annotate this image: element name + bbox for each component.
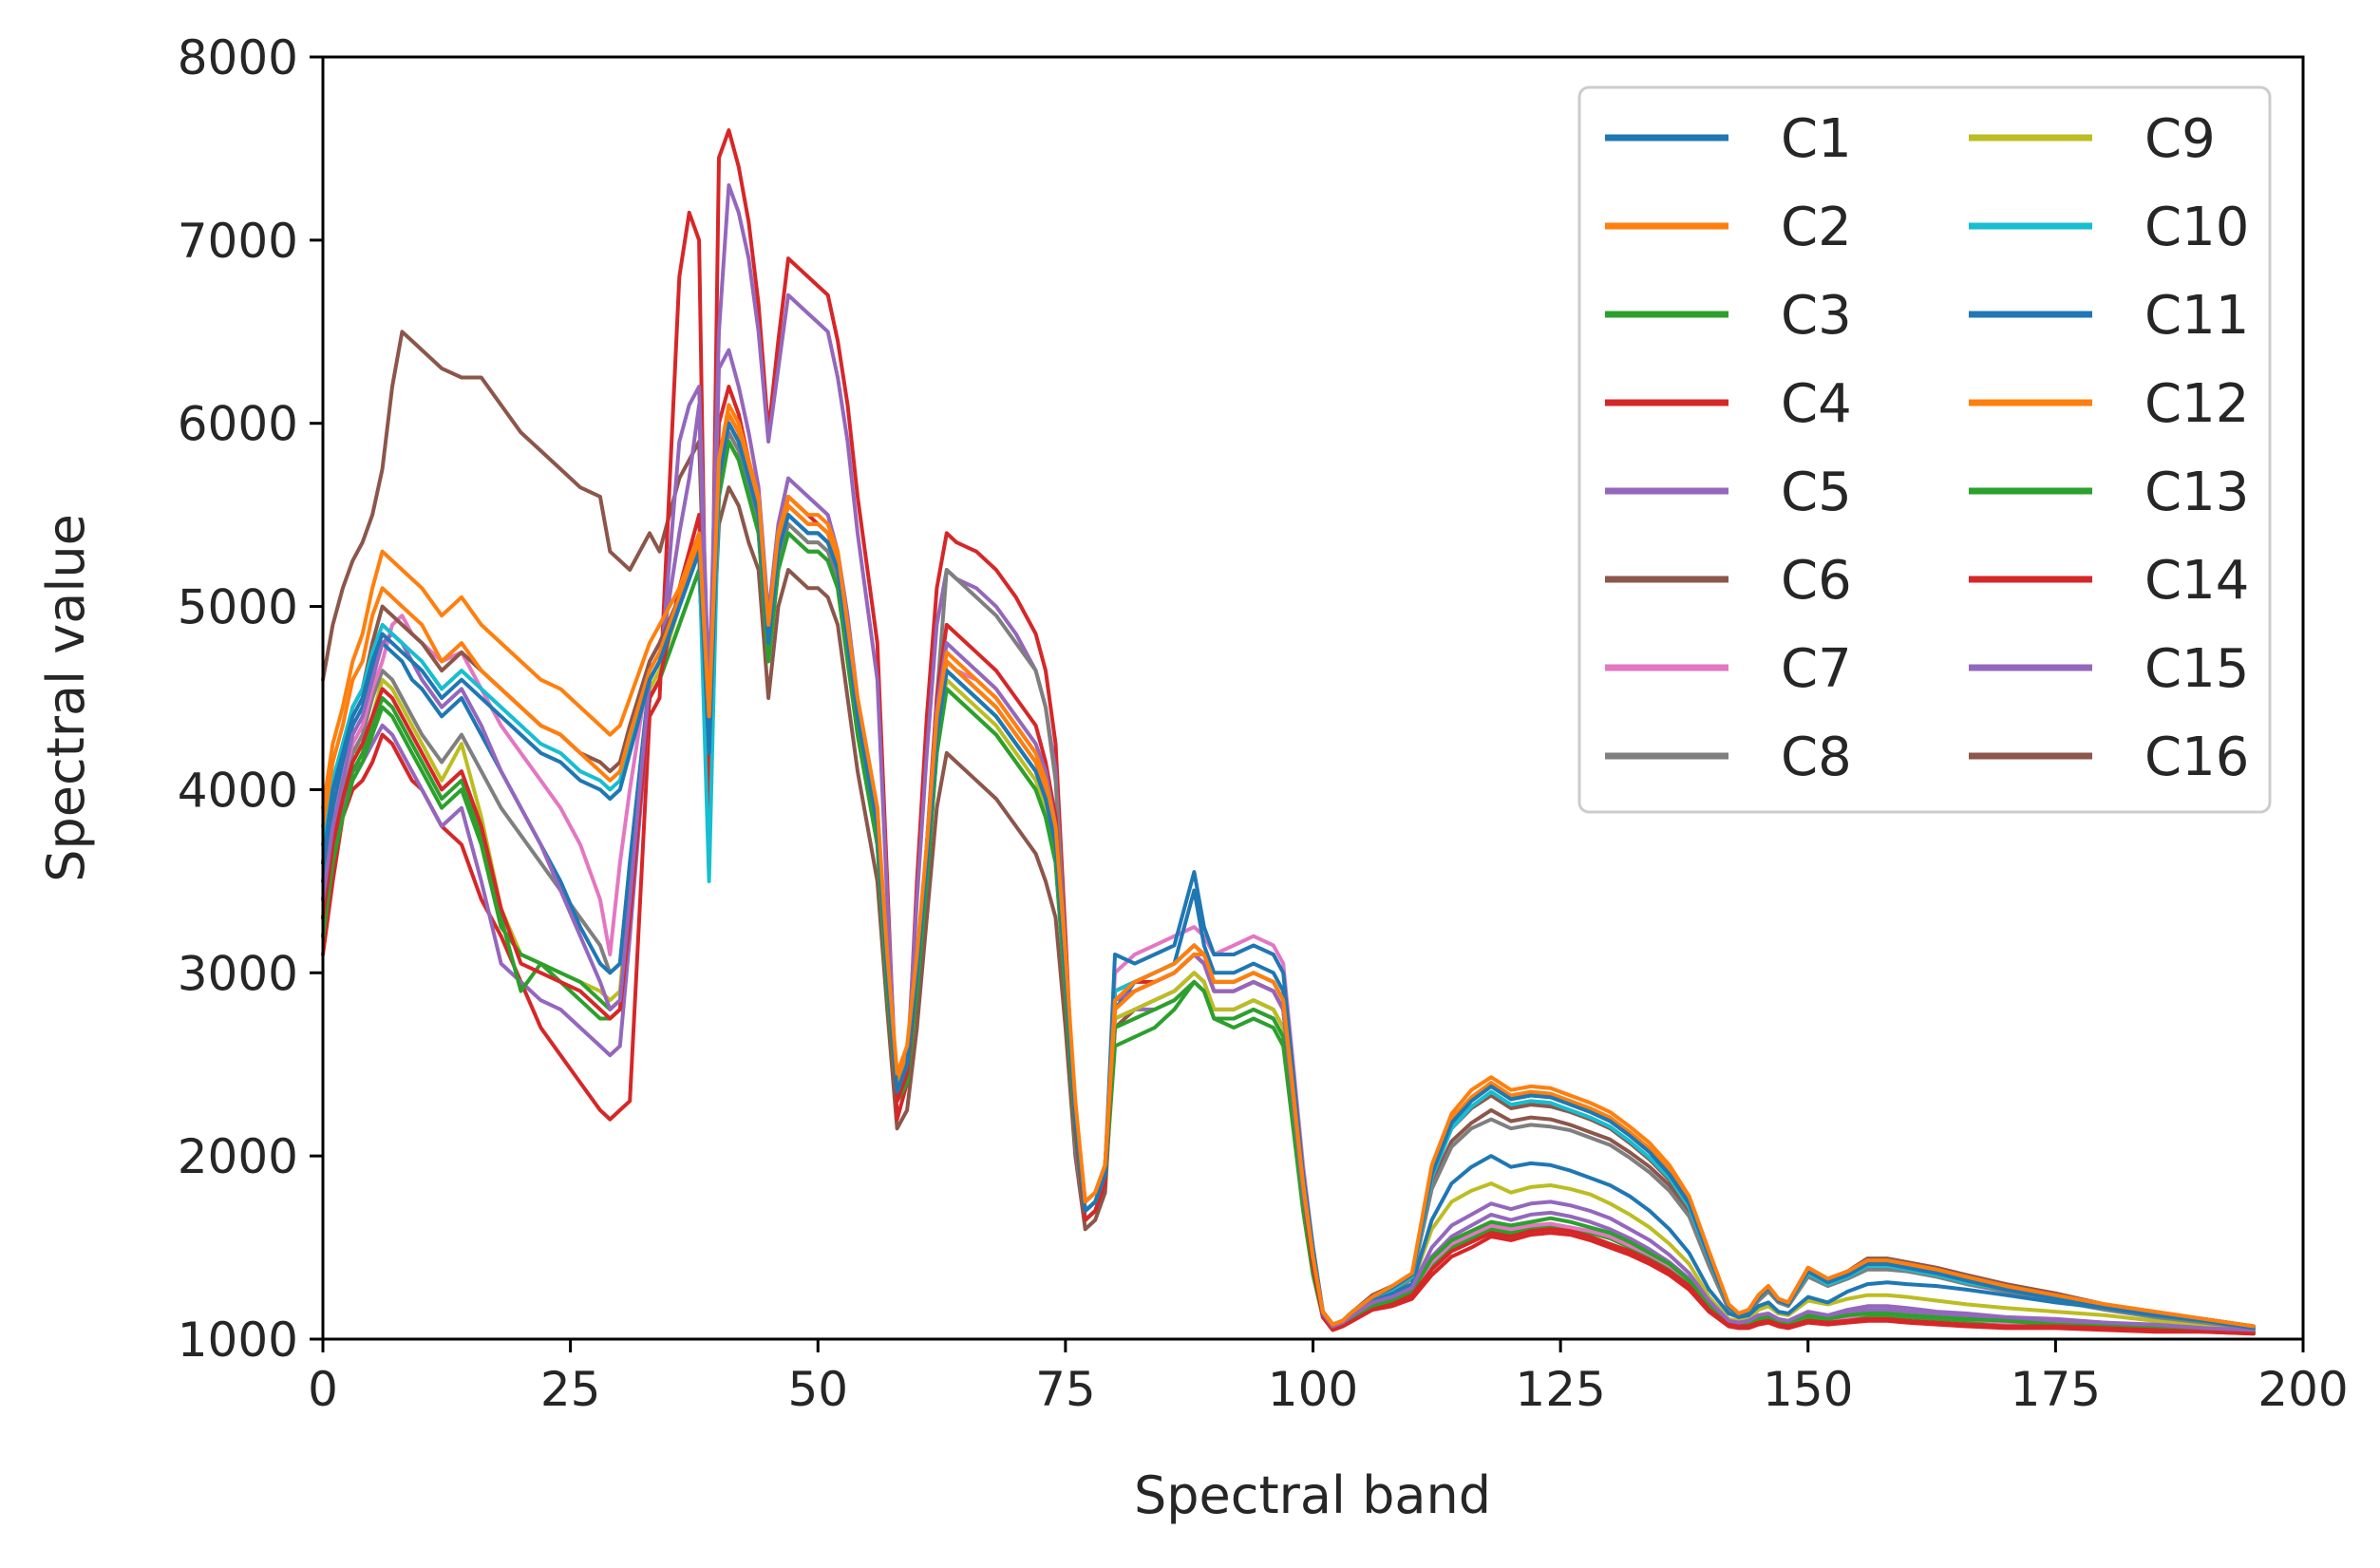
legend-label-c2: C2 [1781,197,1852,258]
x-tick-label: 100 [1268,1362,1358,1417]
x-tick-label: 200 [2257,1362,2348,1417]
legend-label-c11: C11 [2144,285,2249,347]
y-tick-label: 2000 [178,1129,298,1184]
x-axis: 0 25 50 75 100 125 150 175 200 [308,1339,2349,1417]
y-axis: 1000 2000 3000 4000 5000 6000 7000 8000 [178,30,323,1368]
series-layer [321,128,2256,1336]
legend-label-c7: C7 [1781,638,1852,700]
series-line-c12 [321,403,2256,1329]
x-tick-label: 50 [787,1362,848,1417]
legend-label-c8: C8 [1781,727,1852,788]
legend-frame [1577,85,2272,814]
legend-label-c1: C1 [1781,108,1852,170]
y-tick-label: 3000 [178,946,298,1001]
y-axis-label: Spectral value [36,514,96,882]
y-tick-label: 1000 [178,1313,298,1368]
legend-label-c15: C15 [2144,638,2249,700]
y-tick-label: 8000 [178,30,298,85]
legend-label-c10: C10 [2144,197,2249,258]
x-tick-label: 0 [308,1362,338,1417]
x-axis-label: Spectral band [1134,1465,1491,1525]
legend-label-c5: C5 [1781,462,1852,523]
legend-label-c14: C14 [2144,550,2249,612]
legend-label-c6: C6 [1781,550,1852,612]
x-tick-label: 75 [1035,1362,1096,1417]
y-tick-label: 5000 [178,580,298,635]
legend-label-c12: C12 [2144,373,2249,435]
legend-label-c3: C3 [1781,285,1852,347]
x-tick-label: 150 [1763,1362,1853,1417]
legend-label-c9: C9 [2144,108,2216,170]
y-tick-label: 4000 [178,763,298,818]
legend-label-c13: C13 [2144,462,2249,523]
y-tick-label: 6000 [178,397,298,452]
x-tick-label: 125 [1515,1362,1605,1417]
y-tick-label: 7000 [178,214,298,269]
x-tick-label: 175 [2011,1362,2101,1417]
legend-label-c16: C16 [2144,727,2249,788]
x-tick-label: 25 [540,1362,601,1417]
legend-label-c4: C4 [1781,373,1852,435]
legend: C1 C2 C3 C4 C5 C6 C7 C8 C9 C10 C11 C12 C13 C14 C15 C16 [1577,85,2272,814]
